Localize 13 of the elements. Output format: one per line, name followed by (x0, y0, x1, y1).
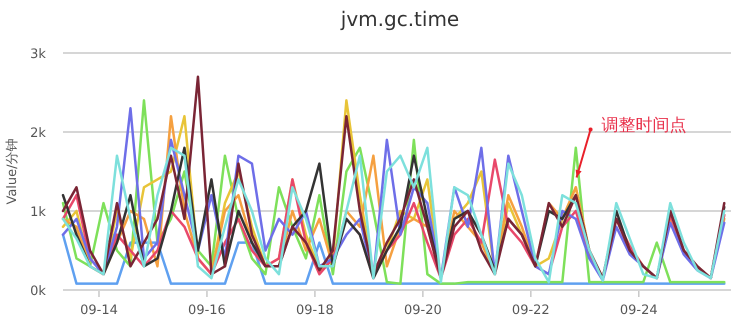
annotation: 调整时间点 (602, 116, 687, 136)
ytick: 1k (30, 205, 46, 220)
xtick: 09-22 (512, 303, 550, 318)
ytick: 0k (30, 284, 46, 299)
title: jvm.gc.time (340, 7, 460, 31)
ytick: 3k (30, 47, 46, 62)
xtick: 09-20 (404, 303, 442, 318)
xtick: 09-16 (188, 303, 226, 318)
xtick: 09-18 (296, 303, 334, 318)
xtick: 09-14 (80, 303, 118, 318)
xtick: 09-24 (620, 303, 658, 318)
ytick: 2k (30, 126, 46, 141)
ylabel: Value/分钟 (5, 138, 20, 205)
